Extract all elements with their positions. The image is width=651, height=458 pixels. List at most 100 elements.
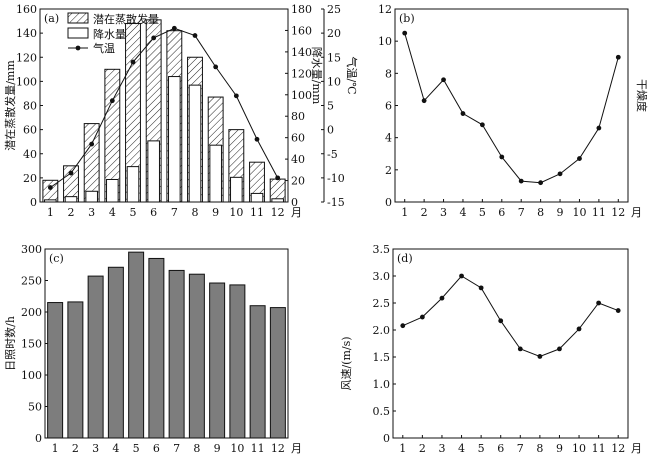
precip-bar <box>230 176 243 203</box>
y-axis-label: 风速/(m/s) <box>340 336 353 390</box>
aridity-point <box>538 180 544 186</box>
wind-speed-point <box>419 314 425 320</box>
temperature-point <box>213 64 219 70</box>
x-tick-label: 11 <box>250 206 264 219</box>
sunshine-bar <box>67 301 84 439</box>
precip-bar <box>168 76 181 203</box>
y-tick-label: 10 <box>378 35 392 48</box>
x-tick-label: 12 <box>271 442 285 455</box>
x-tick-label: 9 <box>212 206 219 219</box>
sunshine-bar <box>249 305 266 439</box>
y-tick-label: 0 <box>30 196 37 209</box>
temperature-point <box>171 25 177 31</box>
temperature-point <box>68 170 74 176</box>
x-tick-label: 5 <box>479 206 486 219</box>
y-tick-label: 300 <box>21 243 42 256</box>
precip-bar <box>126 166 140 203</box>
precip-bar <box>271 198 284 203</box>
aridity-point <box>615 54 621 60</box>
y-tick-label: 140 <box>16 27 37 40</box>
x-tick-label: 11 <box>592 442 606 455</box>
x-tick-label: 3 <box>88 206 95 219</box>
x-tick-label: 4 <box>109 206 116 219</box>
precip-bar <box>106 178 119 203</box>
y-tick-label-right: 20 <box>291 175 305 188</box>
x-unit-label: 月 <box>291 442 302 455</box>
panel-label: (a) <box>44 12 59 25</box>
plot-frame <box>394 8 629 203</box>
wind-speed-point <box>517 346 523 352</box>
sunshine-bar <box>47 302 64 439</box>
x-unit-label: 月 <box>631 442 642 455</box>
temperature-point <box>151 35 157 41</box>
plot-frame <box>392 248 629 439</box>
aridity-point <box>441 77 446 83</box>
precip-bar <box>85 190 98 203</box>
y-tick-label: 4 <box>385 132 392 145</box>
y-tick-label: 20 <box>23 172 37 185</box>
x-tick-label: 6 <box>497 442 504 455</box>
y-tick-label-right: 5 <box>327 100 334 113</box>
y-tick-label-right: 120 <box>291 67 312 80</box>
y-tick-label: 60 <box>23 124 37 137</box>
x-tick-label: 1 <box>399 442 406 455</box>
x-tick-label: 1 <box>52 442 59 455</box>
x-tick-label: 4 <box>112 442 119 455</box>
x-tick-label: 6 <box>153 442 160 455</box>
y-tick-label-right: -5 <box>327 148 338 161</box>
x-tick-label: 8 <box>192 206 199 219</box>
temperature-point <box>109 98 115 104</box>
sunshine-bar <box>168 269 185 439</box>
x-tick-label: 8 <box>537 206 544 219</box>
wind-speed-point <box>478 285 484 291</box>
x-tick-label: 12 <box>271 206 285 219</box>
y-tick-label: 200 <box>21 306 42 319</box>
y-tick-label-right: 40 <box>291 153 305 166</box>
precip-bar <box>188 84 202 203</box>
y-tick-label: 2 <box>385 164 392 177</box>
y-axis-label-right: 干燥度 <box>635 79 649 112</box>
aridity-line <box>404 32 619 184</box>
panel-d-chart: (d)1 2 3 4 5 6 7 8 9 10 11 12 月00.51.01.52.02.53.03.… <box>340 243 642 455</box>
legend-swatch-temp-point <box>75 45 81 51</box>
y-axis-label-right: 降水量/mm <box>310 47 324 105</box>
x-tick-label: 7 <box>171 206 178 219</box>
x-tick-label: 6 <box>150 206 157 219</box>
temperature-point <box>130 59 136 65</box>
x-tick-label: 12 <box>611 206 625 219</box>
x-tick-label: 11 <box>251 442 265 455</box>
wind-speed-point <box>596 300 602 306</box>
aridity-point <box>557 171 563 177</box>
x-tick-label: 5 <box>478 442 485 455</box>
y-tick-label: 80 <box>23 100 37 113</box>
y-tick-label-right: 0 <box>291 196 298 209</box>
sunshine-bar <box>209 282 226 439</box>
x-tick-label: 6 <box>498 206 505 219</box>
temperature-point <box>254 136 260 142</box>
y-axis-label: 潜在蒸散发量/mm <box>3 60 17 151</box>
aridity-point <box>479 122 485 128</box>
temperature-line <box>50 27 279 188</box>
y-tick-label-right: 15 <box>327 51 341 64</box>
x-tick-label: 1 <box>401 206 408 219</box>
temperature-point <box>275 175 281 181</box>
wind-speed-point <box>439 295 445 301</box>
sunshine-bar <box>148 257 165 439</box>
y-tick-label-right: 60 <box>291 132 305 145</box>
y-tick-label: 6 <box>385 100 392 113</box>
y-tick-label-right: 0 <box>327 124 334 137</box>
x-tick-label: 5 <box>130 206 137 219</box>
y-tick-label-right: 10 <box>327 75 341 88</box>
y-tick-label: 100 <box>21 369 42 382</box>
panel-label: (c) <box>49 252 64 265</box>
y-tick-label: 0 <box>35 432 42 445</box>
pet-bar <box>83 123 100 203</box>
aridity-point <box>421 98 427 104</box>
y-tick-label: 150 <box>21 338 42 351</box>
y-tick-label: 1.5 <box>373 351 391 364</box>
aridity-point <box>577 156 582 161</box>
precip-bar <box>147 140 160 203</box>
x-tick-label: 10 <box>229 206 243 219</box>
y-axis-label: 日照时数/h <box>4 316 17 371</box>
